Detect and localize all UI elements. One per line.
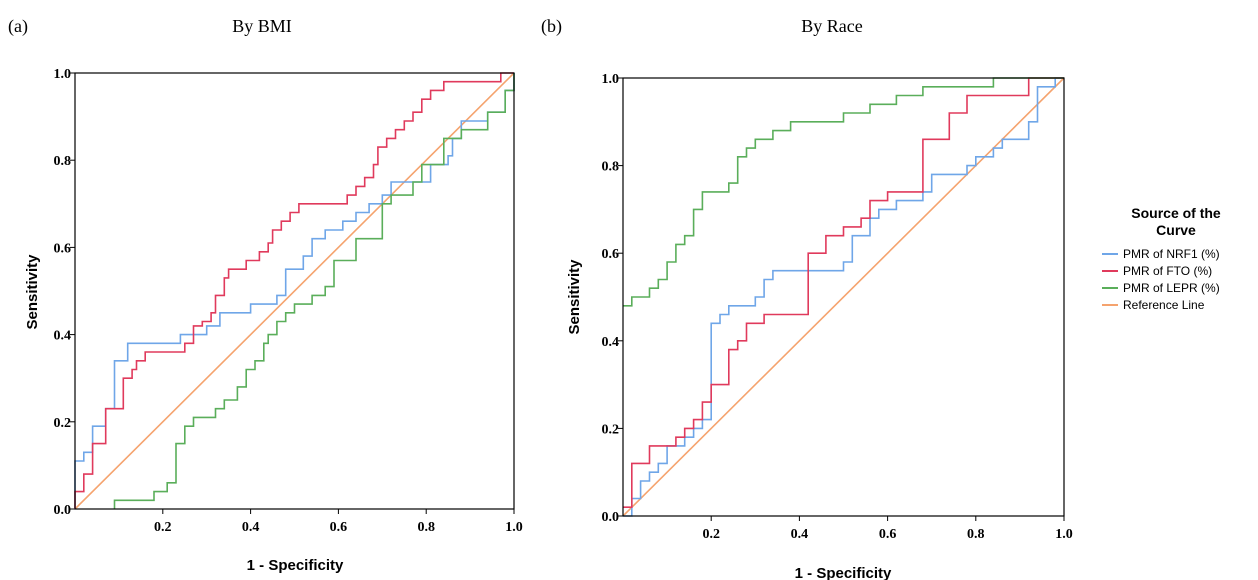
y-tick-label: 0.0 (602, 510, 620, 525)
legend-label: Reference Line (1123, 298, 1205, 312)
x-tick-label: 1.0 (1055, 527, 1073, 542)
panel-title: By BMI (232, 16, 292, 36)
panel-by-race: (b) By Race 1 - Specificity Sensitivity … (541, 16, 1073, 580)
panel-title: By Race (801, 16, 862, 36)
panel-tag: (b) (541, 16, 562, 37)
x-tick-label: 0.4 (791, 527, 809, 542)
y-tick-label: 0.6 (602, 247, 620, 262)
y-tick-label: 0.8 (602, 160, 620, 175)
x-tick-label: 0.8 (417, 520, 435, 535)
x-tick-label: 0.2 (154, 520, 172, 535)
x-tick-label: 1.0 (505, 520, 523, 535)
y-tick-label: 0.2 (54, 416, 72, 431)
y-tick-label: 0.2 (602, 422, 620, 437)
x-tick-label: 0.8 (967, 527, 985, 542)
roc-curve-pmr-of-fto (74, 72, 514, 509)
roc-curve-pmr-of-nrf1 (74, 73, 515, 509)
x-tick-label: 0.4 (242, 520, 260, 535)
roc-curve-pmr-of-lepr (623, 77, 1064, 307)
legend-title: Source of the (1131, 205, 1221, 221)
roc-curve-pmr-of-fto (623, 77, 1064, 509)
plot-frame (622, 77, 1065, 517)
x-tick-label: 0.6 (330, 520, 348, 535)
panel-tag: (a) (8, 16, 28, 37)
x-tick-label: 0.2 (702, 527, 720, 542)
y-tick-label: 0.8 (54, 154, 72, 169)
legend-label: PMR of FTO (%) (1123, 264, 1212, 278)
roc-curve-pmr-of-lepr (113, 73, 515, 509)
plot-area: 0.0 0.2 0.4 0.6 0.8 1.0 0.2 0.4 0.6 0.8 1.0 (54, 67, 523, 535)
roc-curve-reference-line (622, 77, 1065, 517)
y-tick-label: 1.0 (54, 67, 72, 82)
legend-title-line2: Curve (1156, 222, 1196, 238)
plot-frame (74, 72, 515, 510)
plot-area: 0.0 0.2 0.4 0.6 0.8 1.0 0.2 0.4 0.6 0.8 1.0 (602, 72, 1073, 542)
legend-label: PMR of NRF1 (%) (1123, 247, 1220, 261)
x-axis-label: 1 - Specificity (247, 557, 344, 574)
panel-by-bmi: (a) By BMI 1 - Specificity Sensitivity 0… (8, 16, 523, 574)
y-tick-label: 0.0 (54, 503, 72, 518)
roc-curve-reference-line (74, 72, 515, 510)
y-axis-label: Sensitivity (24, 254, 41, 330)
y-tick-label: 1.0 (602, 72, 620, 87)
x-tick-label: 0.6 (879, 527, 897, 542)
legend: Source of the Curve PMR of NRF1 (%) PMR o… (1102, 205, 1221, 312)
legend-label: PMR of LEPR (%) (1123, 281, 1220, 295)
y-tick-label: 0.6 (54, 241, 72, 256)
y-tick-label: 0.4 (54, 329, 72, 344)
x-axis-label: 1 - Specificity (795, 565, 892, 580)
y-tick-label: 0.4 (602, 335, 620, 350)
y-axis-label: Sensitivity (566, 259, 583, 335)
